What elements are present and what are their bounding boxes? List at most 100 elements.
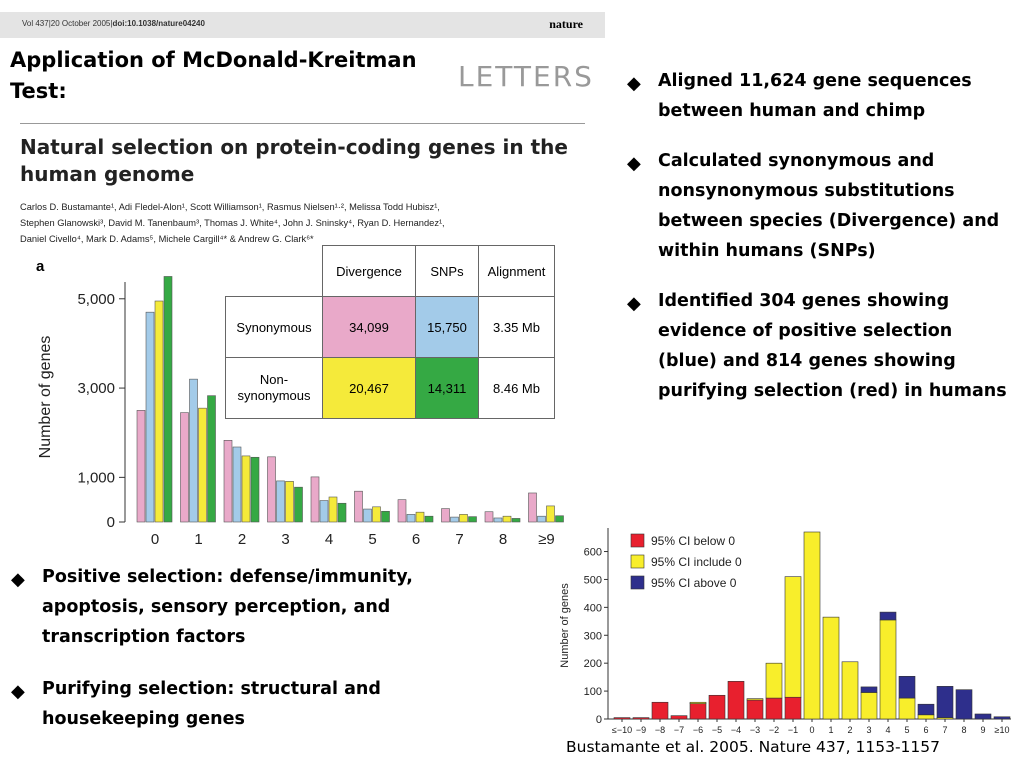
bar [546, 505, 555, 523]
x-tick-label: 0 [809, 725, 814, 735]
bar-segment [708, 694, 726, 720]
bottom-bullet-list: ◆ Positive selection: defense/immunity, a… [6, 562, 476, 756]
x-tick-label: ≤−10 [612, 725, 632, 735]
gene-count-grouped-bar-chart: 0 1,000 3,000 5,000 Number of genes 0 1 2 3 4 5 6 7 8… [37, 276, 564, 548]
paper-title: Natural selection on protein-coding gene… [20, 135, 568, 186]
bar-segment [898, 675, 916, 699]
bar [441, 508, 450, 523]
table-row-label: Synonymous [225, 296, 323, 358]
bar [189, 378, 198, 523]
x-tick-label: 7 [942, 725, 947, 735]
legend-label: 95% CI above 0 [651, 576, 737, 590]
substitution-table: Divergence SNPs Alignment Synonymous 34,… [225, 245, 555, 419]
x-tick-label: 4 [885, 725, 890, 735]
journal-volume-date: Vol 437|20 October 2005| [22, 19, 113, 28]
x-tick-label: 7 [455, 531, 463, 548]
diamond-bullet-icon: ◆ [627, 73, 641, 94]
table-cell-non-snps: 14,311 [415, 357, 479, 419]
x-tick-label: −2 [769, 725, 779, 735]
paper-authors: Carlos D. Bustamante¹, Adi Fledel-Alon¹,… [20, 199, 585, 247]
y-tick-label: 200 [584, 658, 602, 670]
table-corner [225, 245, 323, 297]
table-cell-syn-snps: 15,750 [415, 296, 479, 358]
bar [180, 412, 189, 523]
bar [223, 440, 233, 523]
x-tick-label: ≥10 [995, 725, 1010, 735]
x-tick-label: −3 [750, 725, 760, 735]
x-tick-label: −7 [674, 725, 684, 735]
bar [528, 492, 537, 523]
bullet-text: Aligned 11,624 gene sequences between hu… [658, 71, 972, 121]
table-cell-non-alignment: 8.46 Mb [478, 357, 555, 419]
y-axis-label: Number of genes [559, 583, 571, 668]
table-header-alignment: Alignment [478, 245, 555, 297]
bar-segment [936, 686, 954, 718]
x-tick-label: 8 [499, 531, 507, 548]
y-tick-label: 1,000 [77, 469, 115, 486]
bar-segment [784, 696, 802, 720]
table-row: Non- synonymous 20,467 14,311 8.46 Mb [225, 357, 555, 419]
bar [459, 514, 468, 523]
table-row: Synonymous 34,099 15,750 3.35 Mb [225, 296, 555, 358]
panel-label: a [36, 258, 45, 275]
diamond-bullet-icon: ◆ [627, 153, 641, 174]
bar [285, 481, 294, 523]
bar [250, 456, 260, 523]
bar [372, 506, 381, 523]
x-tick-label: 1 [828, 725, 833, 735]
legend-swatch [630, 575, 645, 590]
x-tick-label: −8 [655, 725, 665, 735]
y-axis-label: Number of genes [37, 336, 54, 459]
bar-segment [803, 531, 821, 720]
list-item: ◆ Positive selection: defense/immunity, a… [6, 562, 476, 652]
bar [484, 511, 494, 523]
bar-segment [689, 701, 707, 704]
bar-segment [822, 616, 840, 720]
bar-segment [765, 662, 783, 699]
list-item: ◆ Identified 304 genes showing evidence o… [622, 286, 1012, 406]
x-tick-label: 2 [238, 531, 246, 548]
citation: Bustamante et al. 2005. Nature 437, 1153… [566, 738, 940, 756]
x-tick-label: 5 [904, 725, 909, 735]
bar-segment [993, 716, 1011, 720]
bar-segment [917, 703, 935, 716]
y-tick-label: 5,000 [77, 291, 115, 308]
left-chart-bars [136, 276, 564, 523]
bar [502, 515, 512, 523]
bullet-text: Identified 304 genes showing evidence of… [658, 291, 1007, 401]
journal-header: Vol 437|20 October 2005|doi:10.1038/natu… [0, 12, 605, 38]
diamond-bullet-icon: ◆ [11, 569, 25, 590]
x-tick-label: −5 [712, 725, 722, 735]
bar [319, 500, 329, 523]
bar-segment [917, 714, 935, 720]
y-tick-label: 3,000 [77, 380, 115, 397]
slide-title: Application of McDonald-Kreitman Test: [10, 48, 417, 103]
legend-label: 95% CI below 0 [651, 534, 735, 548]
x-tick-label: 4 [325, 531, 333, 548]
bar-segment [746, 699, 764, 720]
bar [207, 395, 216, 523]
bullet-text: Purifying selection: structural and hous… [42, 679, 381, 729]
bar [154, 300, 164, 523]
list-item: ◆ Purifying selection: structural and hou… [6, 674, 476, 734]
bar [381, 510, 390, 523]
x-tick-label: 6 [923, 725, 928, 735]
bar-segment [974, 713, 992, 720]
bar [145, 311, 155, 523]
right-chart-axes: 0 100 200 300 400 500 600 Number of genes ≤−10 −9… [559, 528, 1011, 735]
x-tick-label: 5 [368, 531, 376, 548]
bar [555, 515, 564, 523]
table-header-snps: SNPs [415, 245, 479, 297]
x-tick-label: 3 [281, 531, 289, 548]
table-header-row: Divergence SNPs Alignment [225, 245, 555, 297]
bar-segment [727, 681, 745, 720]
x-tick-label: −1 [788, 725, 798, 735]
table-header-divergence: Divergence [322, 245, 416, 297]
authors-line: Stephen Glanowski³, David M. Tanenbaum³,… [20, 218, 445, 228]
bar-segment [784, 576, 802, 698]
bar [354, 490, 363, 523]
legend-label: 95% CI include 0 [651, 555, 742, 569]
y-tick-label: 500 [584, 574, 602, 586]
y-tick-label: 300 [584, 630, 602, 642]
x-tick-label: 0 [151, 531, 159, 548]
